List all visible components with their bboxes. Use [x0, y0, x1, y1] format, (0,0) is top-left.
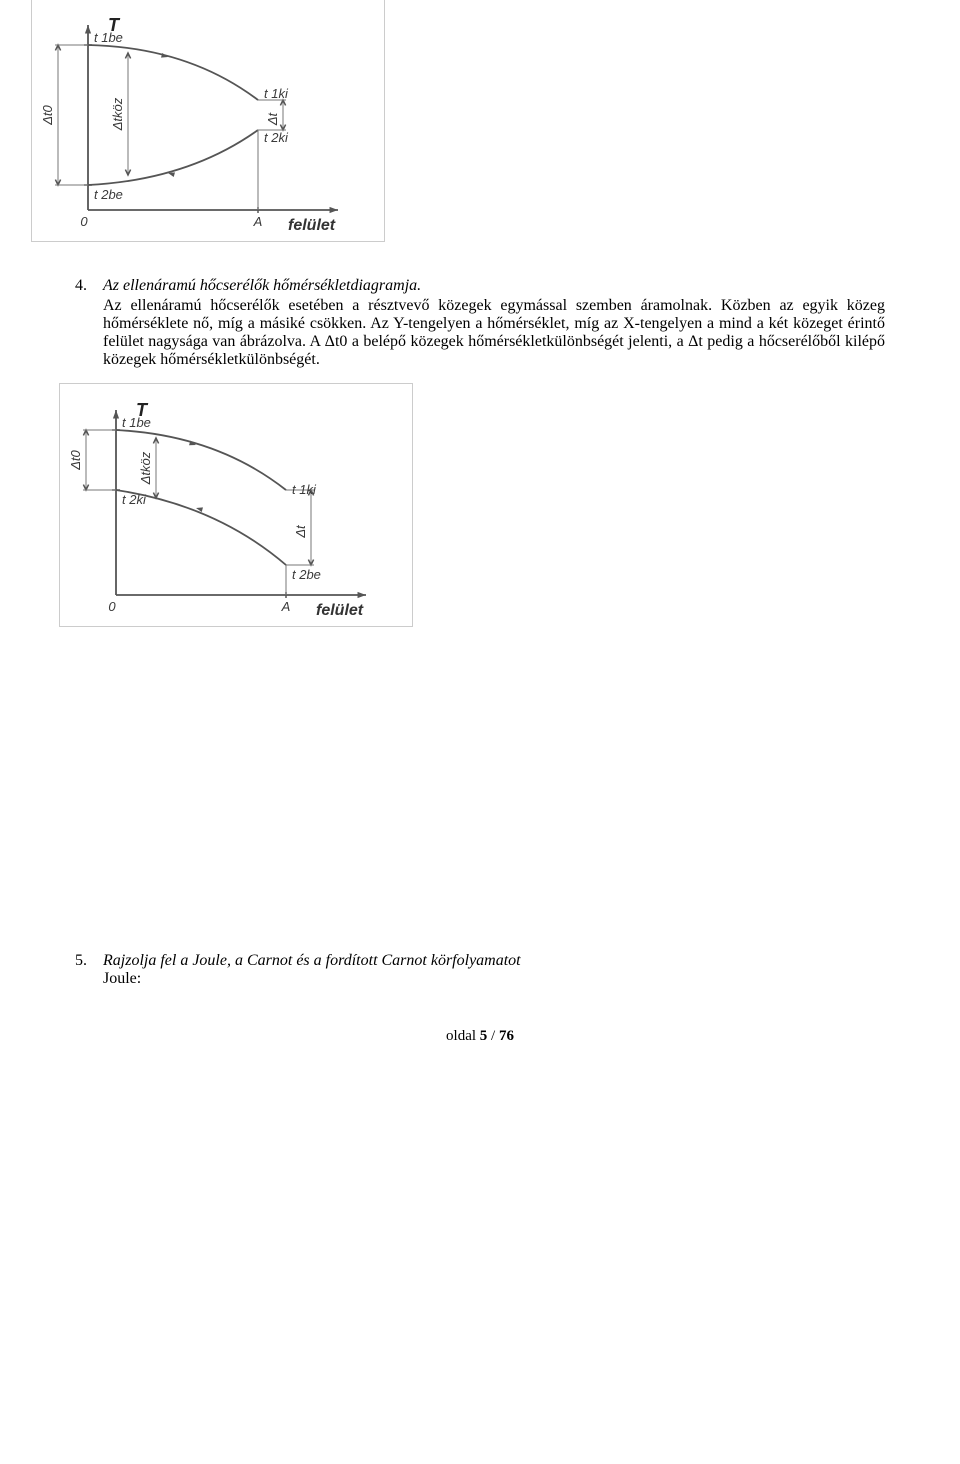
- footer-prefix: oldal: [446, 1028, 480, 1044]
- svg-text:t 2ki: t 2ki: [122, 492, 147, 507]
- diagram1-svg: 0ATfelülett 1beΔt0ΔtközΔtt 2bet 1kit 2ki: [38, 5, 378, 235]
- diagram-counterflow-1: 0ATfelülett 1beΔt0ΔtközΔtt 2bet 1kit 2ki: [31, 0, 385, 242]
- diagram2-svg: 0ATfelülett 1beΔt0ΔtközΔtt 2kit 1kit 2be: [66, 390, 406, 620]
- q4-title: Az ellenáramú hőcserélők hőmérsékletdiag…: [103, 277, 885, 295]
- svg-text:felület: felület: [288, 217, 336, 234]
- svg-text:t 2ki: t 2ki: [264, 130, 289, 145]
- svg-text:t 2be: t 2be: [292, 567, 321, 582]
- svg-text:Δt0: Δt0: [68, 449, 83, 470]
- svg-text:t 1ki: t 1ki: [292, 482, 317, 497]
- svg-text:Δtköz: Δtköz: [138, 451, 153, 485]
- svg-text:Δt: Δt: [265, 111, 280, 126]
- svg-text:t 1ki: t 1ki: [264, 86, 289, 101]
- question-4: 4. Az ellenáramú hőcserélők hőmérsékletd…: [75, 277, 885, 369]
- svg-text:Δtköz: Δtköz: [110, 97, 125, 131]
- svg-text:t 2be: t 2be: [94, 187, 123, 202]
- svg-text:0: 0: [108, 599, 116, 614]
- svg-text:felület: felület: [316, 602, 364, 619]
- q4-answer: Az ellenáramú hőcserélők esetében a rész…: [103, 297, 885, 369]
- svg-text:A: A: [281, 599, 291, 614]
- q4-number: 4.: [75, 277, 103, 295]
- footer-total: 76: [499, 1028, 514, 1044]
- svg-text:A: A: [253, 214, 263, 229]
- diagram-counterflow-2: 0ATfelülett 1beΔt0ΔtközΔtt 2kit 1kit 2be: [59, 383, 413, 627]
- q5-sub: Joule:: [103, 970, 885, 988]
- q5-number: 5.: [75, 952, 103, 988]
- footer-sep: /: [487, 1028, 499, 1044]
- svg-text:t 1be: t 1be: [94, 30, 123, 45]
- question-5: 5. Rajzolja fel a Joule, a Carnot és a f…: [75, 952, 885, 988]
- q5-title: Rajzolja fel a Joule, a Carnot és a ford…: [103, 952, 885, 970]
- svg-text:Δt0: Δt0: [40, 104, 55, 125]
- svg-text:0: 0: [80, 214, 88, 229]
- svg-text:t 1be: t 1be: [122, 415, 151, 430]
- svg-text:Δt: Δt: [293, 524, 308, 539]
- page-footer: oldal 5 / 76: [75, 1028, 885, 1045]
